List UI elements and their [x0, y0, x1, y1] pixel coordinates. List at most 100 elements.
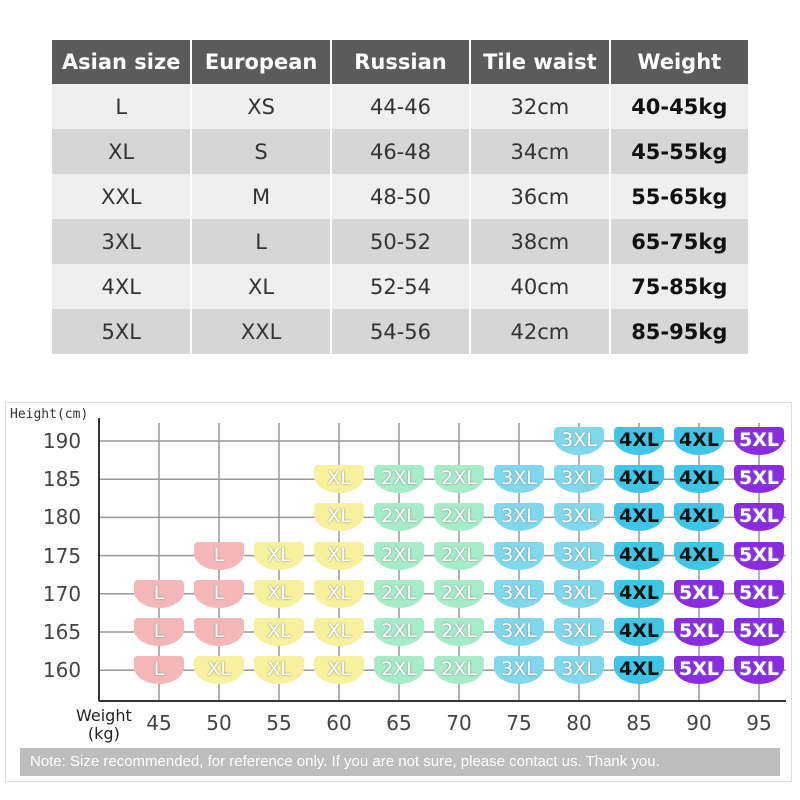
size-badge: 4XL	[614, 427, 664, 455]
size-badge: 2XL	[374, 503, 424, 532]
size-badge: 2XL	[374, 618, 424, 646]
x-tick-label: 65	[386, 711, 412, 735]
table-cell: XL	[52, 129, 193, 174]
table-cell: XXL	[191, 309, 332, 354]
table-cell: 40-45kg	[609, 84, 751, 129]
size-badge: 4XL	[614, 465, 664, 494]
size-badge: 5XL	[734, 503, 784, 532]
size-badge: L	[134, 618, 184, 646]
size-badge: 3XL	[494, 618, 544, 646]
table-cell: M	[191, 174, 332, 219]
size-badge: XL	[314, 541, 364, 570]
table-cell: XL	[191, 264, 332, 309]
table-cell: XXL	[52, 174, 193, 219]
x-tick-label: 90	[686, 711, 712, 735]
table-cell: 45-55kg	[609, 129, 751, 174]
header-cell: Asian size	[52, 40, 193, 84]
size-badge: 2XL	[374, 465, 424, 494]
size-badge: 4XL	[674, 465, 724, 494]
table-cell: 32cm	[470, 84, 611, 129]
size-badge: L	[194, 618, 244, 646]
table-cell: 36cm	[470, 174, 611, 219]
y-tick-label: 165	[42, 620, 82, 644]
size-badge: 4XL	[614, 618, 664, 646]
x-tick-label: 85	[626, 711, 652, 735]
header-cell: European	[191, 40, 332, 84]
x-tick-label: 80	[566, 711, 592, 735]
x-axis-label-line: Weight	[76, 706, 132, 725]
size-badge: XL	[254, 618, 304, 646]
size-badge: 3XL	[494, 656, 544, 685]
size-badge: 4XL	[614, 579, 664, 608]
size-badge: 2XL	[374, 579, 424, 608]
size-badge: XL	[254, 579, 304, 608]
table-cell: 38cm	[470, 219, 611, 264]
table-cell: 44-46	[330, 84, 472, 129]
y-axis-label: Height(cm)	[10, 407, 89, 422]
y-tick-label: 190	[42, 429, 82, 453]
table-row: 3XL L 50-52 38cm 65-75kg	[52, 219, 751, 264]
size-badge: 2XL	[434, 579, 484, 608]
size-badge: 2XL	[434, 503, 484, 532]
size-badge: 5XL	[734, 656, 784, 685]
table-cell: 46-48	[330, 129, 472, 174]
table-row: XL S 46-48 34cm 45-55kg	[52, 129, 751, 174]
size-badge: 4XL	[614, 503, 664, 532]
table-cell: L	[191, 219, 332, 264]
size-badge: XL	[194, 656, 244, 685]
size-badge: 2XL	[374, 656, 424, 685]
size-badge: L	[134, 656, 184, 685]
table-cell: L	[52, 84, 193, 129]
size-badge: 3XL	[494, 541, 544, 570]
table-cell: 5XL	[52, 309, 193, 354]
y-tick-label: 160	[42, 658, 82, 683]
table-cell: 40cm	[470, 264, 611, 309]
table-cell: 54-56	[330, 309, 472, 354]
size-chart: Height(cm) Weight (kg) 190 185 180 175 170 165…	[5, 402, 792, 782]
size-badge: 5XL	[734, 465, 784, 494]
table-cell: 55-65kg	[609, 174, 751, 219]
size-badge: XL	[314, 465, 364, 494]
size-badge: 4XL	[674, 541, 724, 570]
y-tick-label: 170	[42, 581, 82, 606]
size-badge: XL	[314, 579, 364, 608]
x-tick-label: 50	[206, 711, 232, 735]
size-badge: L	[134, 579, 184, 608]
size-badge: 5XL	[734, 427, 784, 455]
header-cell: Russian	[330, 40, 472, 84]
x-tick-label: 75	[506, 711, 532, 735]
size-badge: 4XL	[674, 503, 724, 532]
size-badge: XL	[314, 503, 364, 532]
size-badge: L	[194, 579, 244, 608]
table-cell: 34cm	[470, 129, 611, 174]
table-cell: 75-85kg	[609, 264, 751, 309]
size-badge: 3XL	[554, 579, 604, 608]
size-badge: 3XL	[554, 427, 604, 455]
x-tick-label: 60	[326, 711, 352, 735]
size-badge: 3XL	[554, 618, 604, 646]
size-badge: 3XL	[494, 579, 544, 608]
size-badge: XL	[314, 656, 364, 685]
size-badge: 2XL	[374, 541, 424, 570]
header-cell: Tile waist	[470, 40, 611, 84]
table-cell: 3XL	[52, 219, 193, 264]
size-badge: 4XL	[614, 656, 664, 685]
header-cell: Weight	[609, 40, 751, 84]
x-tick-label: 55	[266, 711, 292, 735]
size-badge: 5XL	[674, 656, 724, 685]
x-axis-label: Weight (kg)	[76, 707, 132, 743]
x-tick-label: 45	[146, 711, 172, 735]
y-tick-label: 175	[42, 543, 82, 568]
size-badge: 2XL	[434, 656, 484, 685]
size-badge: 3XL	[554, 503, 604, 532]
x-axis-label-line: (kg)	[87, 724, 120, 743]
table-cell: 42cm	[470, 309, 611, 354]
size-badge: 3XL	[554, 465, 604, 494]
x-tick-label: 70	[446, 711, 472, 735]
size-badge: 5XL	[734, 618, 784, 646]
table-cell: 52-54	[330, 264, 472, 309]
table-cell: XS	[191, 84, 332, 129]
size-badge: 5XL	[674, 579, 724, 608]
table-cell: 4XL	[52, 264, 193, 309]
